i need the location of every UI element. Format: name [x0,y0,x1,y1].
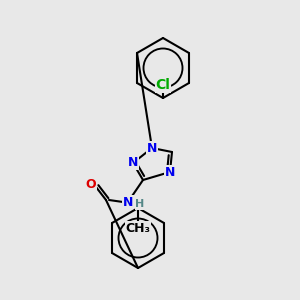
Text: N: N [165,166,175,178]
Text: N: N [147,142,157,154]
Text: N: N [123,196,133,208]
Text: Cl: Cl [156,78,170,92]
Text: CH₃: CH₃ [125,221,151,235]
Text: N: N [128,157,138,169]
Text: O: O [86,178,96,190]
Text: H: H [135,199,145,209]
